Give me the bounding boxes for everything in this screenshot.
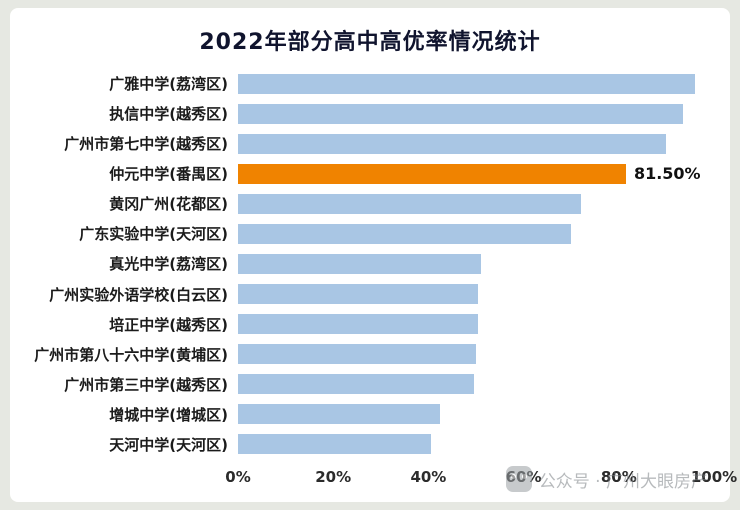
bar [238,73,695,94]
category-label: 真光中学(荔湾区) [109,255,228,274]
chart-row: 增城中学(增城区) [24,401,714,428]
category-label: 黄冈广州(花都区) [109,195,228,214]
bar [238,314,479,335]
chart-row: 真光中学(荔湾区) [24,250,714,277]
bar [238,133,667,154]
bar [238,103,684,124]
bar-track [238,73,714,94]
bar-track [238,253,714,274]
bar-track [238,344,714,365]
category-label: 广州市第七中学(越秀区) [64,135,228,154]
x-axis-spacer [24,468,238,490]
category-label: 增城中学(增城区) [109,405,228,424]
bar [238,284,479,305]
bar [238,374,474,395]
category-label: 天河中学(天河区) [109,435,228,454]
bar-track [238,314,714,335]
chart-plot-area: 广雅中学(荔湾区) 执信中学(越秀区) 广州市第七中学(越秀区) 仲元中学(番禺区) 8… [24,70,714,458]
chart-row: 执信中学(越秀区) [24,100,714,127]
x-tick-label: 40% [410,468,447,486]
category-label: 仲元中学(番禺区) [109,165,228,184]
chart-row: 广州市第七中学(越秀区) [24,130,714,157]
bar [238,404,441,425]
watermark: 公众号 · 广州大眼房产 [505,466,708,492]
x-tick-label: 0% [225,468,251,486]
chart-row: 广东实验中学(天河区) [24,220,714,247]
chart-row: 广州实验外语学校(白云区) [24,281,714,308]
category-label: 广雅中学(荔湾区) [109,75,228,93]
category-label: 培正中学(越秀区) [109,315,228,334]
bar [238,193,581,214]
category-label: 执信中学(越秀区) [109,105,228,124]
x-tick-label: 80% [600,468,637,486]
chart-row: 仲元中学(番禺区) 81.50% [24,160,714,187]
category-label: 广州市第八十六中学(黄埔区) [34,345,228,364]
chart-row: 广州市第八十六中学(黄埔区) [24,341,714,368]
chart-row: 天河中学(天河区) [24,431,714,458]
bar-track [238,133,714,154]
bar-track [238,103,714,124]
bar-track [238,434,714,455]
highlighted-bar [238,163,626,184]
bar-track [238,284,714,305]
x-tick-label: 20% [315,468,352,486]
bar [238,253,481,274]
chart-row: 黄冈广州(花都区) [24,190,714,217]
bar-track [238,223,714,244]
chart-title: 2022年部分高中高优率情况统计 [199,30,541,55]
value-label: 81.50% [633,164,701,184]
chart-row: 广雅中学(荔湾区) [24,70,714,97]
bar [238,223,572,244]
x-tick-label: 100% [690,468,738,486]
bar-track [238,193,714,214]
chart-row: 广州市第三中学(越秀区) [24,371,714,398]
watermark-logo-icon [505,466,532,492]
category-label: 广东实验中学(天河区) [79,225,228,244]
bar [238,434,431,455]
bar-track [238,374,714,395]
category-label: 广州实验外语学校(白云区) [49,285,228,304]
chart-row: 培正中学(越秀区) [24,311,714,338]
bar-track: 81.50% [238,163,714,184]
bar-track [238,404,714,425]
watermark-text: 公众号 · 广州大眼房产 [538,471,708,492]
category-label: 广州市第三中学(越秀区) [64,375,228,394]
chart-card: 2022年部分高中高优率情况统计 广雅中学(荔湾区) 执信中学(越秀区) 广州市第七… [10,8,737,502]
bar [238,344,476,365]
